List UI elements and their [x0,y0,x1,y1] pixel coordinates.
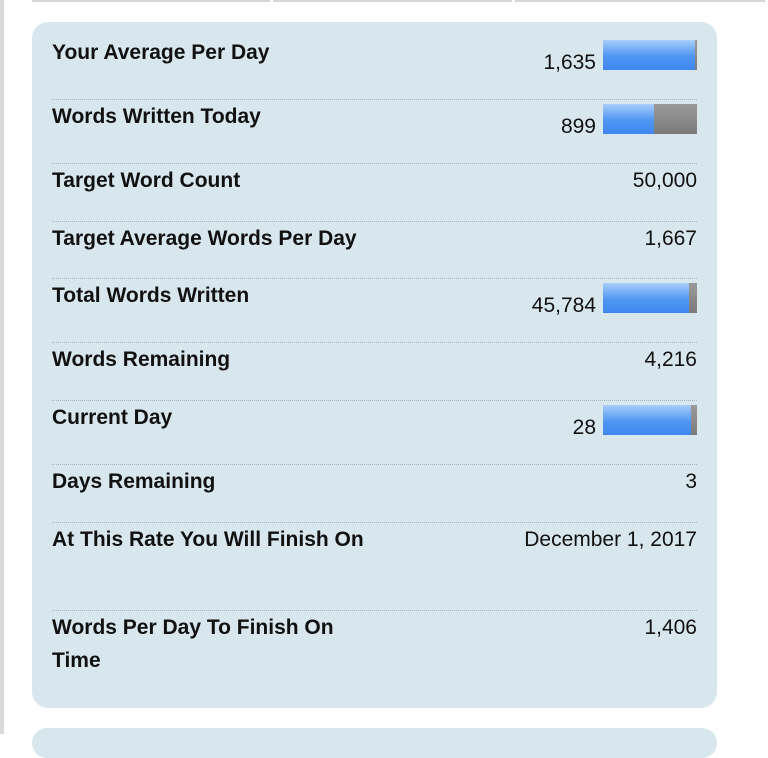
stat-label: Words Written Today [52,105,261,128]
top-tab-1[interactable] [32,0,270,2]
stat-value: 4,216 [644,348,697,371]
stat-row-total-words: Total Words Written 45,784 [52,279,697,343]
top-tab-3[interactable] [515,0,765,2]
stat-label: Your Average Per Day [52,41,270,64]
stat-value: 899 [560,115,596,138]
stat-value: 45,784 [531,294,596,317]
stat-value-group: 28 [573,401,697,444]
top-tab-strip [32,0,768,2]
stat-value: 3 [685,470,697,493]
stat-label: Target Word Count [52,169,241,192]
stat-label: Words Per Day To Finish On Time [52,616,334,672]
stat-label: At This Rate You Will Finish On [52,528,364,551]
stat-label: Days Remaining [52,470,216,493]
progress-bar-remaining [689,283,697,313]
stat-row-target-word-count: Target Word Count 50,000 [52,164,697,222]
next-card [32,728,717,758]
stat-row-target-average: Target Average Words Per Day 1,667 [52,222,697,279]
top-tab-2[interactable] [272,0,513,2]
progress-bar-remaining [695,40,697,70]
progress-bar [603,104,697,134]
stat-value-group: 45,784 [532,279,697,322]
stat-label: Words Remaining [52,348,231,371]
stats-card: Your Average Per Day 1,635 Words Written… [32,22,717,708]
progress-bar-remaining [653,104,697,134]
stat-row-days-remaining: Days Remaining 3 [52,465,697,523]
stat-value-group: 899 [561,100,697,143]
progress-bar [603,40,697,70]
progress-bar-fill [603,40,696,70]
stat-value: 1,406 [644,616,697,639]
stat-row-average-per-day: Your Average Per Day 1,635 [52,36,697,100]
left-border [0,0,4,734]
progress-bar-fill [603,104,654,134]
progress-bar [603,405,697,435]
stat-label: Current Day [52,406,173,429]
progress-bar-remaining [690,405,697,435]
progress-bar-fill [603,405,691,435]
stat-value-group: 1,635 [543,36,697,79]
stat-row-words-per-day-to-finish: Words Per Day To Finish On Time 1,406 [52,611,697,699]
stat-row-words-today: Words Written Today 899 [52,100,697,164]
stat-row-words-remaining: Words Remaining 4,216 [52,343,697,401]
stat-value: 28 [572,416,596,439]
stat-label: Target Average Words Per Day [52,227,357,250]
stat-row-finish-date: At This Rate You Will Finish On December… [52,523,697,611]
stat-value: December 1, 2017 [524,528,697,551]
stat-value: 1,667 [644,227,697,250]
stat-label: Total Words Written [52,284,250,307]
stat-row-current-day: Current Day 28 [52,401,697,465]
stat-value: 50,000 [632,169,697,192]
progress-bar-fill [603,283,690,313]
progress-bar [603,283,697,313]
stat-value: 1,635 [543,51,596,74]
